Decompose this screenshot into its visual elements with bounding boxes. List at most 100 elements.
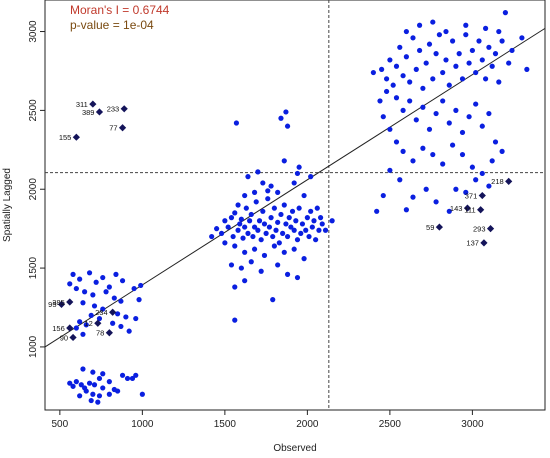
data-point bbox=[67, 281, 73, 287]
data-point bbox=[459, 151, 466, 158]
data-point bbox=[387, 167, 393, 173]
data-point bbox=[456, 51, 462, 57]
data-point bbox=[393, 95, 400, 101]
data-point bbox=[397, 44, 403, 50]
data-point bbox=[271, 243, 277, 249]
data-point bbox=[296, 205, 302, 211]
data-point bbox=[88, 312, 94, 318]
data-point bbox=[251, 189, 258, 195]
data-point bbox=[314, 205, 320, 211]
data-point bbox=[278, 115, 284, 121]
data-point bbox=[113, 271, 119, 277]
data-point bbox=[370, 69, 376, 76]
data-point bbox=[265, 188, 271, 194]
data-point bbox=[430, 76, 436, 82]
pvalue-annotation: p-value = 1e-04 bbox=[70, 18, 154, 32]
data-point bbox=[230, 233, 236, 240]
data-point bbox=[260, 208, 266, 214]
y-axis: 1000 1500 2000 2500 3000 bbox=[28, 20, 45, 358]
data-point bbox=[463, 189, 469, 195]
data-point bbox=[469, 164, 475, 170]
data-point bbox=[255, 227, 261, 233]
data-point bbox=[222, 240, 228, 246]
highlight-marker bbox=[478, 191, 486, 200]
data-point bbox=[275, 189, 281, 195]
data-point bbox=[126, 328, 132, 334]
data-point bbox=[288, 224, 294, 230]
data-point bbox=[263, 230, 269, 236]
data-point bbox=[77, 393, 83, 399]
data-point bbox=[524, 66, 530, 72]
highlight-label: 311 bbox=[76, 100, 88, 109]
data-point bbox=[301, 192, 307, 199]
data-point bbox=[403, 207, 409, 213]
data-point bbox=[440, 69, 446, 76]
data-point bbox=[387, 126, 393, 132]
data-point bbox=[268, 215, 274, 221]
highlight-label: 143 bbox=[450, 204, 463, 213]
data-point bbox=[88, 397, 94, 404]
data-point bbox=[453, 186, 459, 192]
data-point bbox=[443, 57, 449, 63]
data-point bbox=[301, 256, 307, 262]
data-point bbox=[479, 123, 485, 129]
data-point bbox=[90, 369, 96, 375]
data-point bbox=[433, 51, 439, 57]
data-point bbox=[238, 216, 244, 222]
data-point bbox=[284, 233, 291, 240]
highlight-label: 12 bbox=[84, 319, 92, 328]
data-point bbox=[106, 379, 112, 385]
highlight-marker bbox=[120, 105, 128, 113]
data-point bbox=[232, 210, 238, 216]
data-point bbox=[420, 145, 426, 151]
data-point bbox=[133, 372, 139, 378]
x-tick-label: 2500 bbox=[379, 419, 402, 430]
data-point bbox=[80, 300, 86, 306]
highlight-label: 111 bbox=[464, 206, 475, 215]
highlight-label: 371 bbox=[465, 191, 478, 200]
data-point bbox=[397, 177, 403, 183]
data-point bbox=[124, 375, 131, 382]
data-point bbox=[243, 205, 249, 211]
data-point bbox=[214, 226, 220, 232]
data-point bbox=[403, 28, 409, 35]
data-point bbox=[260, 180, 266, 186]
data-point bbox=[383, 76, 390, 82]
data-point bbox=[440, 161, 446, 167]
data-point bbox=[294, 170, 301, 177]
regression-line-path bbox=[44, 27, 546, 348]
data-point bbox=[283, 221, 289, 227]
data-point bbox=[106, 391, 112, 397]
highlight-marker bbox=[480, 239, 488, 247]
data-point bbox=[242, 224, 248, 230]
data-point bbox=[280, 230, 286, 236]
data-point bbox=[73, 325, 79, 331]
data-point bbox=[248, 259, 254, 265]
highlight-marker bbox=[109, 308, 117, 316]
data-point bbox=[67, 380, 73, 386]
data-point bbox=[463, 32, 469, 38]
data-point bbox=[284, 123, 291, 129]
highlight-label: 385 bbox=[52, 298, 65, 307]
x-axis-title: Observed bbox=[273, 443, 316, 454]
data-point bbox=[316, 227, 322, 233]
data-point bbox=[308, 208, 314, 214]
data-point bbox=[115, 388, 121, 394]
highlight-label: 156 bbox=[52, 324, 65, 333]
data-point bbox=[449, 38, 456, 44]
data-point bbox=[380, 114, 386, 120]
data-point bbox=[136, 297, 142, 303]
moran-annotation: Moran's I = 0.6744 bbox=[70, 3, 170, 17]
data-point bbox=[473, 69, 479, 76]
data-point bbox=[380, 192, 386, 199]
data-point bbox=[296, 164, 302, 170]
data-point bbox=[453, 63, 459, 69]
data-point bbox=[255, 169, 261, 175]
data-point bbox=[473, 101, 479, 107]
x-tick-label: 3000 bbox=[461, 419, 484, 430]
data-point bbox=[426, 126, 433, 132]
data-point bbox=[506, 60, 512, 66]
data-point bbox=[519, 35, 525, 41]
data-point bbox=[281, 158, 287, 164]
